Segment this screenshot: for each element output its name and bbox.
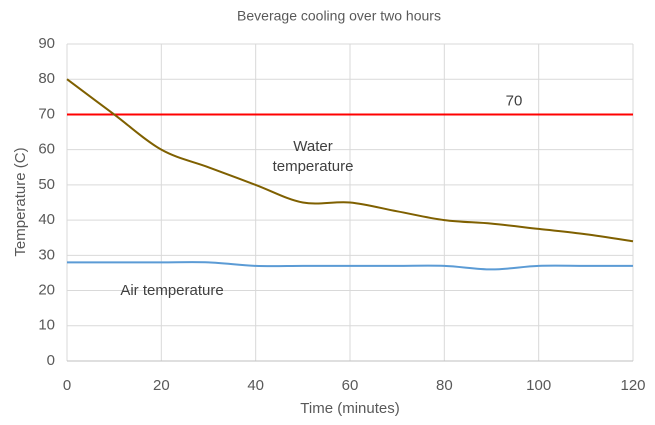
x-tick-label: 60 [342,377,359,394]
y-tick-label: 90 [38,35,55,52]
y-tick-label: 70 [38,105,55,122]
y-tick-label: 20 [38,282,55,299]
y-tick-label: 60 [38,141,55,158]
air-label: Air temperature [120,282,224,299]
x-tick-label: 20 [153,377,170,394]
chart-title: Beverage cooling over two hours [237,8,441,24]
y-tick-label: 80 [38,70,55,87]
series-line [67,261,633,271]
x-tick-label: 40 [247,377,264,394]
x-axis-label: Time (minutes) [300,400,399,417]
y-axis-label: Temperature (C) [12,147,29,256]
y-tick-label: 10 [38,317,55,334]
y-tick-label: 50 [38,176,55,193]
x-tick-label: 80 [436,377,453,394]
series-line [66,78,634,243]
water-label: Water temperature [272,138,354,175]
y-tick-label: 40 [38,211,55,228]
reference-label: 70 [506,92,523,109]
y-tick-label: 30 [38,246,55,263]
x-tick-label: 0 [63,377,71,394]
y-tick-label: 0 [47,352,55,369]
x-tick-label: 120 [620,377,645,394]
x-tick-label: 100 [526,377,551,394]
